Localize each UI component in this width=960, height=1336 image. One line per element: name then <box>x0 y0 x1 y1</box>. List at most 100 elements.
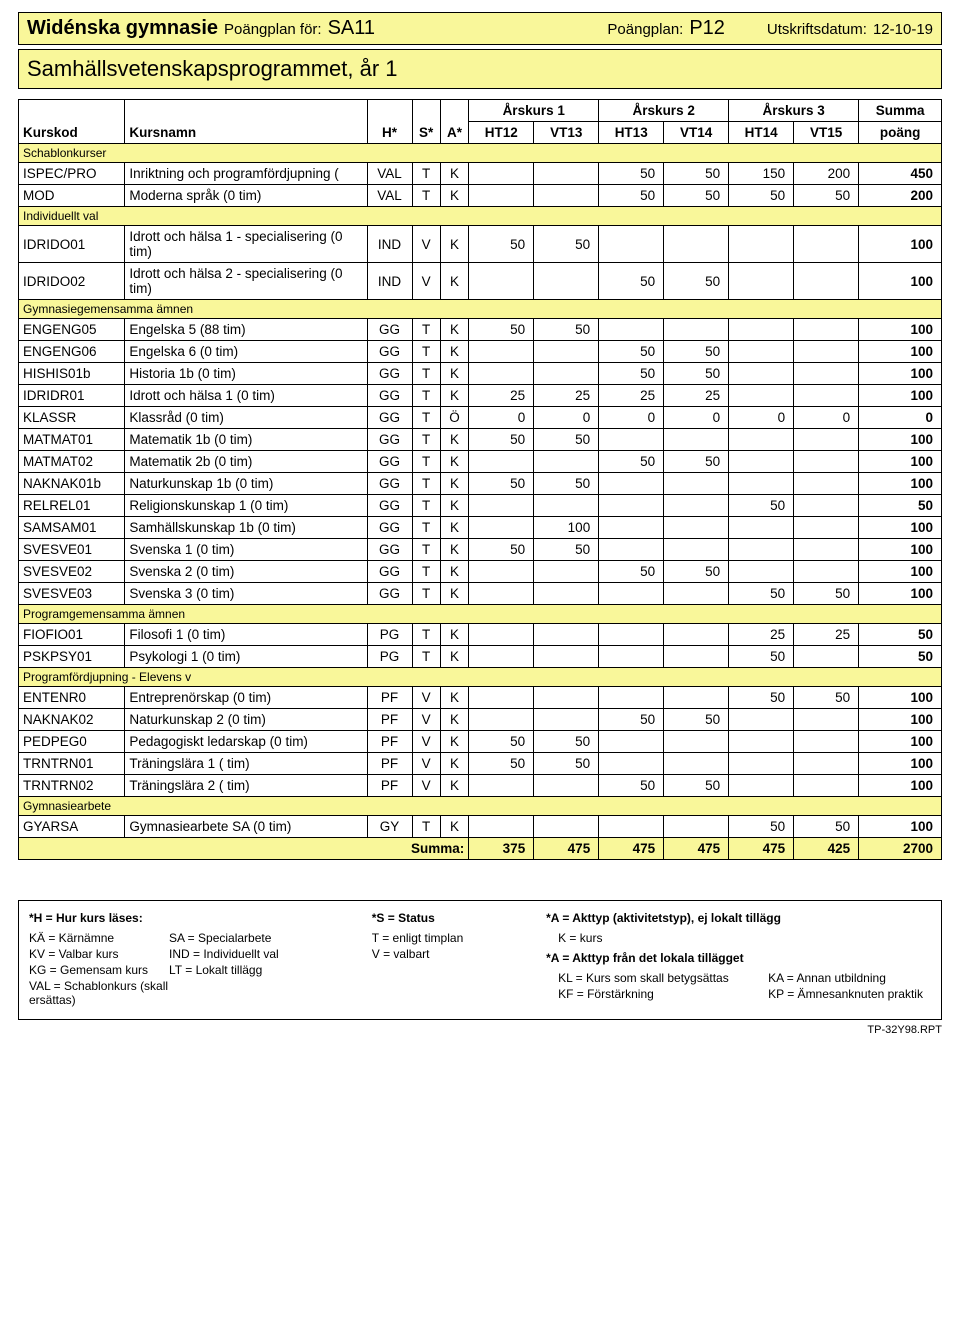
course-term-2 <box>599 539 664 561</box>
course-h: GG <box>367 561 412 583</box>
course-term-2: 0 <box>599 407 664 429</box>
course-sum: 200 <box>859 185 942 207</box>
course-term-3 <box>664 646 729 668</box>
course-name: Matematik 2b (0 tim) <box>125 451 367 473</box>
course-term-5 <box>794 561 859 583</box>
plan-label: Poängplan: <box>607 21 683 38</box>
course-h: IND <box>367 263 412 300</box>
course-code: TRNTRN01 <box>19 753 125 775</box>
course-name: Pedagogiskt ledarskap (0 tim) <box>125 731 367 753</box>
course-term-4 <box>729 517 794 539</box>
course-sum: 450 <box>859 163 942 185</box>
course-term-0 <box>469 709 534 731</box>
legend-h-line: KÄ = KärnämneSA = Specialarbete <box>29 931 342 945</box>
course-name: Klassråd (0 tim) <box>125 407 367 429</box>
course-sum: 100 <box>859 473 942 495</box>
course-term-5: 25 <box>794 624 859 646</box>
course-term-4 <box>729 226 794 263</box>
course-term-4: 50 <box>729 583 794 605</box>
course-term-2 <box>599 816 664 838</box>
course-name: Träningslära 2 ( tim) <box>125 775 367 797</box>
course-sum: 0 <box>859 407 942 429</box>
course-term-1: 25 <box>534 385 599 407</box>
course-name: Matematik 1b (0 tim) <box>125 429 367 451</box>
course-term-4 <box>729 429 794 451</box>
course-name: Svenska 2 (0 tim) <box>125 561 367 583</box>
course-term-4 <box>729 363 794 385</box>
course-term-0 <box>469 185 534 207</box>
course-term-4 <box>729 561 794 583</box>
course-term-3 <box>664 517 729 539</box>
course-term-3 <box>664 731 729 753</box>
section-title: Gymnasiegemensamma ämnen <box>19 300 942 319</box>
course-term-3: 50 <box>664 709 729 731</box>
course-row: PEDPEG0Pedagogiskt ledarskap (0 tim)PFVK… <box>19 731 942 753</box>
section-title: Individuellt val <box>19 207 942 226</box>
course-row: MODModerna språk (0 tim)VALTK50505050200 <box>19 185 942 207</box>
course-s: T <box>412 473 440 495</box>
legend-h-title: *H = Hur kurs läses: <box>29 911 342 925</box>
course-term-5: 50 <box>794 583 859 605</box>
course-h: VAL <box>367 163 412 185</box>
course-h: PF <box>367 687 412 709</box>
course-name: Naturkunskap 2 (0 tim) <box>125 709 367 731</box>
course-sum: 100 <box>859 753 942 775</box>
course-h: GY <box>367 816 412 838</box>
course-h: PG <box>367 646 412 668</box>
course-row: ENGENG06Engelska 6 (0 tim)GGTK5050100 <box>19 341 942 363</box>
course-row: KLASSRKlassråd (0 tim)GGTÖ0000000 <box>19 407 942 429</box>
course-a: K <box>440 561 468 583</box>
course-term-0: 50 <box>469 429 534 451</box>
course-term-0 <box>469 517 534 539</box>
header-bar: Widénska gymnasie Poängplan för: SA11 Po… <box>18 12 942 45</box>
totals-term-2: 475 <box>599 838 664 860</box>
course-term-2: 50 <box>599 561 664 583</box>
course-code: GYARSA <box>19 816 125 838</box>
course-a: K <box>440 341 468 363</box>
course-row: SVESVE03Svenska 3 (0 tim)GGTK5050100 <box>19 583 942 605</box>
course-a: K <box>440 226 468 263</box>
course-term-0 <box>469 341 534 363</box>
course-term-2 <box>599 753 664 775</box>
course-term-2 <box>599 226 664 263</box>
course-name: Psykologi 1 (0 tim) <box>125 646 367 668</box>
course-term-1 <box>534 709 599 731</box>
course-term-5 <box>794 646 859 668</box>
course-term-4 <box>729 539 794 561</box>
course-term-4 <box>729 709 794 731</box>
course-sum: 100 <box>859 226 942 263</box>
course-row: NAKNAK01bNaturkunskap 1b (0 tim)GGTK5050… <box>19 473 942 495</box>
section-header: Gymnasiegemensamma ämnen <box>19 300 942 319</box>
course-code: IDRIDO02 <box>19 263 125 300</box>
section-header: Individuellt val <box>19 207 942 226</box>
course-name: Historia 1b (0 tim) <box>125 363 367 385</box>
course-term-0 <box>469 624 534 646</box>
course-a: K <box>440 816 468 838</box>
course-term-4: 50 <box>729 646 794 668</box>
print-label: Utskriftsdatum: <box>767 21 867 38</box>
course-term-1 <box>534 561 599 583</box>
course-h: GG <box>367 495 412 517</box>
course-term-0 <box>469 451 534 473</box>
course-code: HISHIS01b <box>19 363 125 385</box>
totals-term-1: 475 <box>534 838 599 860</box>
course-sum: 100 <box>859 816 942 838</box>
course-s: T <box>412 517 440 539</box>
course-term-5 <box>794 319 859 341</box>
course-h: GG <box>367 473 412 495</box>
course-term-1: 50 <box>534 539 599 561</box>
course-term-3 <box>664 429 729 451</box>
course-term-5: 50 <box>794 185 859 207</box>
course-h: PF <box>367 753 412 775</box>
course-sum: 100 <box>859 731 942 753</box>
course-term-2 <box>599 473 664 495</box>
course-term-1 <box>534 341 599 363</box>
course-term-5 <box>794 473 859 495</box>
course-term-5 <box>794 495 859 517</box>
course-term-2: 50 <box>599 163 664 185</box>
course-term-0: 25 <box>469 385 534 407</box>
course-term-5 <box>794 385 859 407</box>
course-term-4: 50 <box>729 185 794 207</box>
course-s: T <box>412 385 440 407</box>
col-ht12: HT12 <box>469 122 534 144</box>
